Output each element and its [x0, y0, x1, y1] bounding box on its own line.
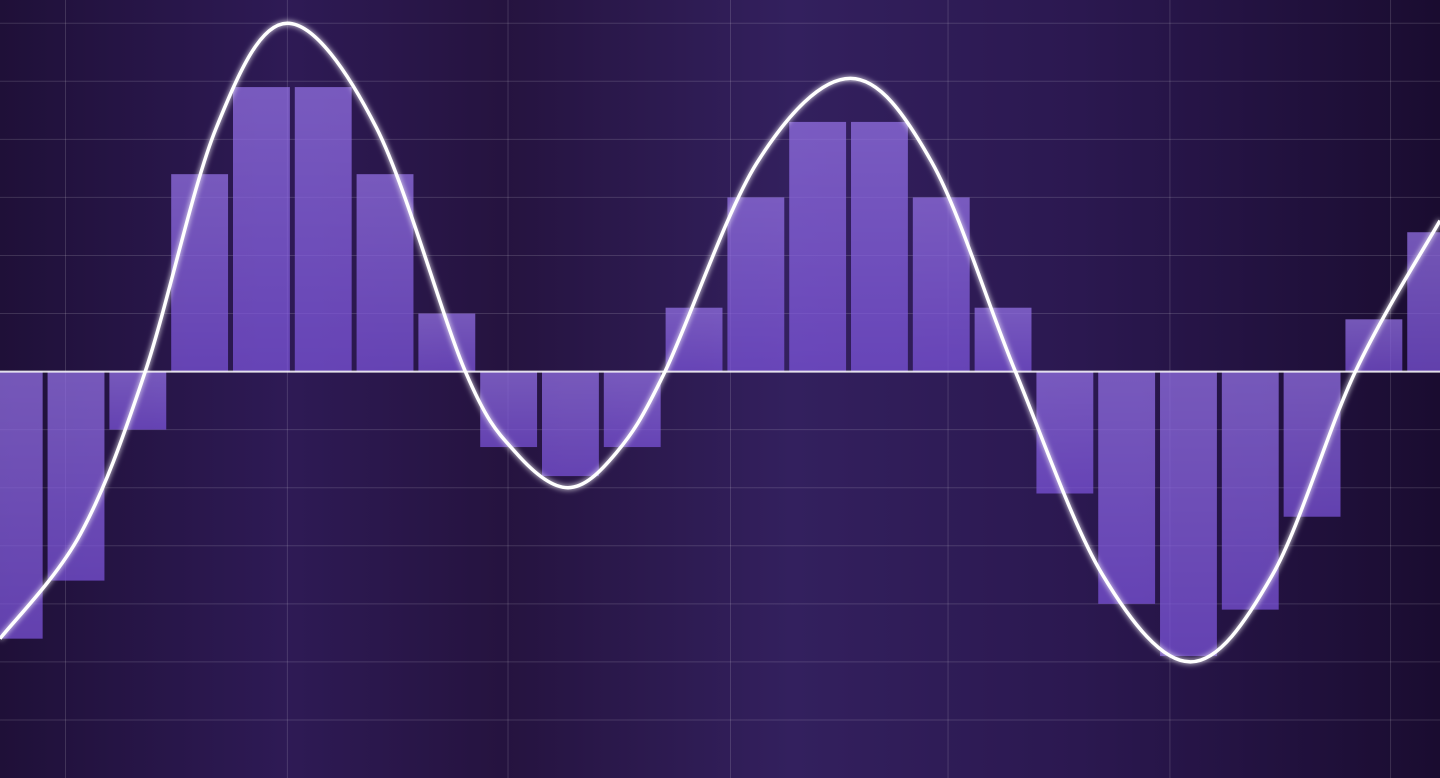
bar-sheen: [789, 121, 847, 372]
bar-sheen: [0, 371, 43, 639]
bar-sheen: [171, 174, 229, 372]
bar-sheen: [727, 197, 785, 372]
bar-sheen: [1036, 371, 1094, 494]
bar-sheen: [1221, 371, 1279, 610]
bar-sheen: [47, 371, 105, 581]
bar-sheen: [1283, 371, 1341, 517]
bar-sheen: [1345, 319, 1403, 372]
bar-sheen: [1407, 232, 1440, 372]
bar-sheen: [480, 371, 538, 448]
bar-sheen: [232, 87, 290, 372]
wave-line: [0, 21, 1440, 664]
bar-sheen: [356, 174, 414, 372]
bar-sheen: [665, 307, 723, 372]
bar-sheen: [1160, 371, 1217, 657]
bar-sheen: [603, 371, 661, 448]
bar-sheen: [542, 371, 599, 477]
bar-sheen: [109, 371, 167, 430]
bar-sheen: [1098, 371, 1156, 604]
bar-sheen: [851, 121, 908, 372]
bar-sheen: [294, 87, 352, 372]
